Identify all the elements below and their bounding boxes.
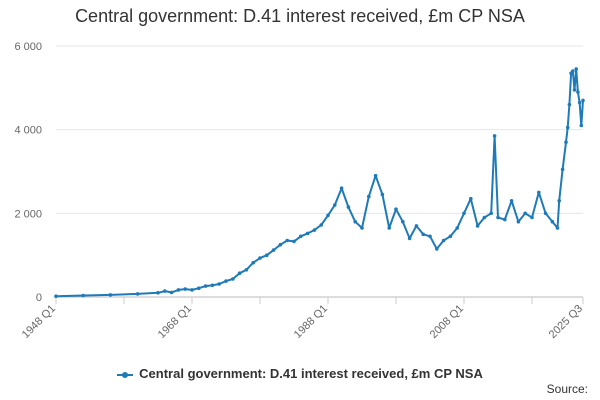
data-point	[557, 199, 561, 203]
data-point	[265, 253, 269, 257]
data-point	[197, 286, 201, 291]
series-layer	[54, 67, 585, 299]
data-point	[380, 192, 385, 197]
data-point	[567, 102, 572, 107]
source-label: Source:	[546, 382, 588, 396]
data-point	[108, 293, 113, 297]
data-point	[224, 279, 228, 283]
data-point	[414, 224, 419, 228]
legend-swatch	[117, 370, 134, 380]
data-point	[258, 256, 262, 260]
x-tick-label: 2025 Q3	[547, 303, 585, 341]
data-point	[555, 226, 560, 230]
data-point	[210, 283, 215, 288]
data-point	[455, 226, 460, 230]
data-point	[54, 294, 58, 299]
data-point	[401, 219, 405, 224]
data-point	[565, 125, 570, 130]
data-point	[360, 226, 364, 230]
series-line	[55, 68, 584, 298]
data-point	[462, 211, 466, 216]
data-point	[550, 219, 555, 224]
data-point	[339, 186, 344, 190]
x-tick-label: 1968 Q1	[156, 303, 194, 341]
data-point	[156, 291, 160, 295]
legend-label: Central government: D.41 interest receiv…	[139, 366, 483, 381]
data-point	[326, 213, 330, 218]
data-point	[285, 238, 290, 243]
data-point	[537, 190, 541, 195]
data-point	[271, 248, 276, 252]
data-point	[576, 90, 580, 94]
data-point	[373, 173, 378, 178]
data-point	[516, 219, 521, 224]
data-point	[492, 134, 497, 138]
data-point	[190, 288, 194, 292]
x-tick-label: 1948 Q1	[20, 303, 58, 341]
y-axis-ticks: 0 2 000 4 000 6 000	[14, 41, 42, 304]
data-point	[571, 69, 575, 73]
data-point	[469, 196, 473, 201]
data-point	[183, 287, 187, 291]
y-tick-label: 2 000	[14, 208, 42, 220]
y-tick-label: 6 000	[14, 41, 42, 53]
data-point	[333, 203, 337, 207]
data-point	[496, 215, 500, 220]
data-point	[292, 239, 296, 244]
data-point	[367, 194, 371, 199]
data-point	[530, 215, 534, 220]
data-point	[560, 167, 565, 172]
data-point	[203, 284, 208, 288]
x-tick-label: 1988 Q1	[292, 303, 330, 341]
data-point	[577, 100, 582, 105]
data-point	[509, 199, 514, 203]
data-point	[81, 293, 85, 298]
x-axis-ticks: 1948 Q1 1968 Q1 1988 Q1 2008 Q1 2025 Q3	[20, 297, 585, 341]
data-point	[319, 223, 324, 227]
x-tick-label: 2008 Q1	[428, 303, 466, 341]
data-point	[523, 211, 527, 216]
data-point	[435, 247, 439, 251]
data-point	[543, 211, 548, 216]
data-point	[244, 268, 249, 272]
data-point	[407, 236, 412, 241]
data-point	[579, 123, 584, 128]
data-point	[441, 238, 446, 243]
data-point	[489, 211, 494, 216]
legend[interactable]: Central government: D.41 interest receiv…	[0, 366, 600, 381]
data-point	[448, 234, 453, 239]
data-point	[581, 98, 585, 103]
data-point	[353, 219, 358, 224]
data-point	[312, 228, 317, 232]
data-point	[217, 282, 221, 286]
data-point	[278, 242, 283, 247]
gridlines	[56, 45, 583, 298]
data-point	[387, 226, 392, 230]
chart-title: Central government: D.41 interest receiv…	[75, 6, 525, 26]
data-point	[394, 207, 398, 211]
data-point	[428, 234, 432, 239]
data-point	[503, 217, 507, 222]
data-point	[237, 271, 242, 276]
y-tick-label: 4 000	[14, 125, 42, 137]
data-point	[231, 277, 235, 281]
data-point	[574, 67, 578, 71]
data-point	[305, 231, 310, 236]
data-point	[346, 205, 351, 209]
data-point	[176, 288, 181, 292]
data-point	[564, 140, 568, 144]
data-point	[251, 260, 255, 265]
data-point	[299, 234, 303, 239]
data-point	[482, 215, 487, 220]
data-point	[572, 88, 577, 92]
y-tick-label: 0	[36, 292, 42, 304]
data-point	[135, 292, 140, 296]
data-point	[163, 289, 167, 293]
data-point	[169, 290, 174, 295]
data-point	[475, 224, 480, 228]
data-point	[421, 232, 426, 237]
